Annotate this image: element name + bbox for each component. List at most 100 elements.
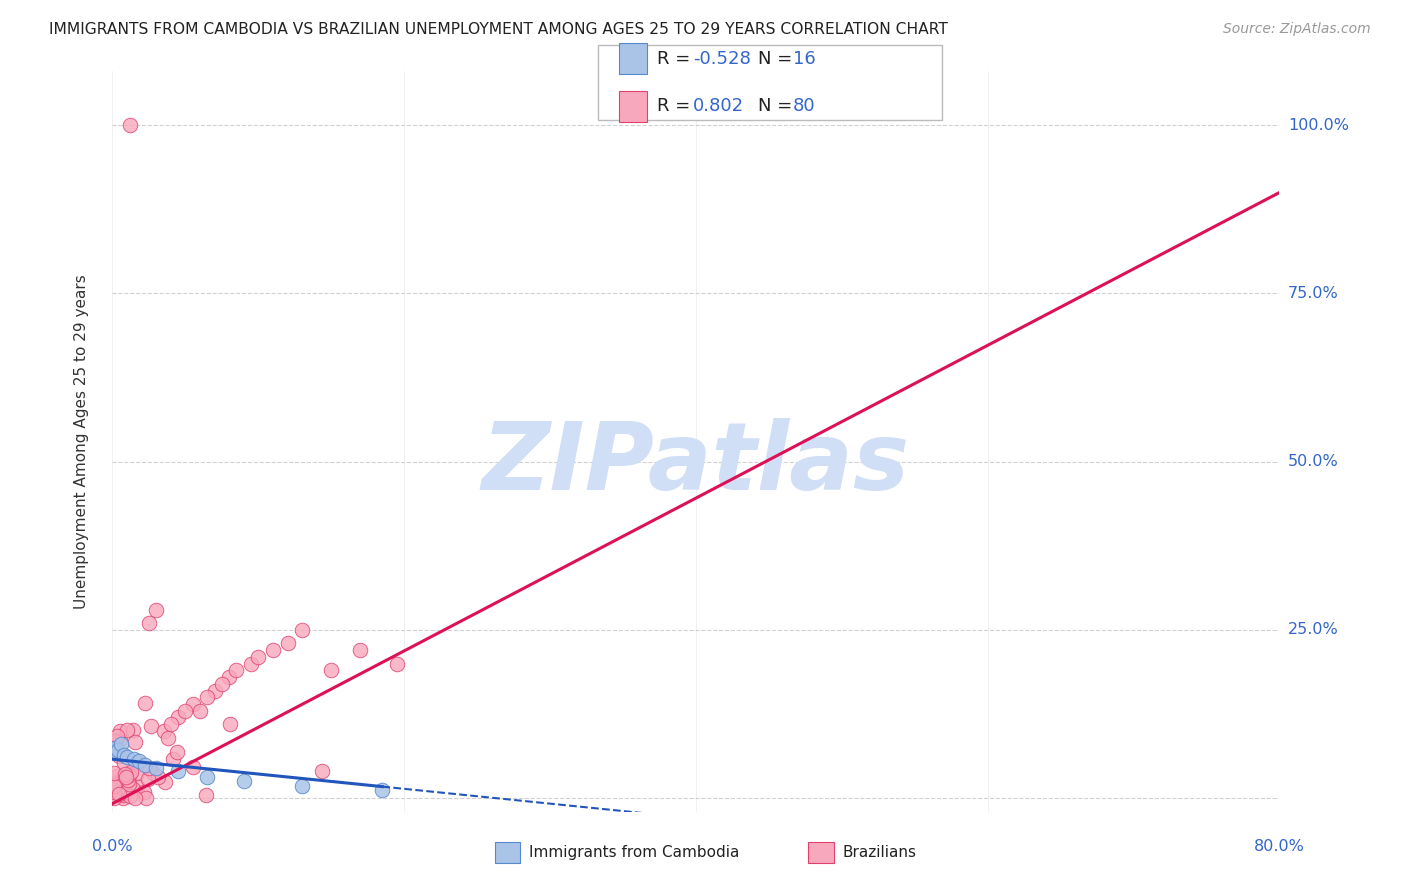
- Text: 80.0%: 80.0%: [1254, 839, 1305, 855]
- Text: N =: N =: [758, 97, 797, 115]
- Point: [124, 790, 146, 805]
- Text: R =: R =: [657, 50, 696, 68]
- Point: [104, 776, 127, 790]
- Point: [138, 616, 160, 631]
- Point: [181, 697, 204, 711]
- Point: [167, 710, 190, 724]
- Point: [105, 729, 128, 743]
- Point: [127, 755, 149, 769]
- Point: [112, 756, 135, 771]
- Point: [139, 719, 162, 733]
- Point: [162, 751, 184, 765]
- Point: [124, 735, 146, 749]
- Text: 16: 16: [793, 50, 815, 68]
- Point: [195, 690, 218, 705]
- Point: [211, 677, 233, 691]
- Point: [128, 754, 150, 768]
- Point: [103, 779, 125, 793]
- Point: [111, 772, 134, 786]
- Point: [167, 764, 190, 779]
- Point: [117, 772, 139, 787]
- Point: [127, 766, 149, 780]
- Point: [311, 764, 333, 778]
- Point: [219, 717, 242, 731]
- Text: -0.528: -0.528: [693, 50, 751, 68]
- Point: [247, 649, 270, 664]
- Point: [122, 723, 145, 737]
- Point: [120, 765, 142, 780]
- Point: [136, 772, 159, 786]
- Point: [134, 696, 156, 710]
- Point: [103, 775, 125, 789]
- Point: [152, 723, 174, 738]
- Point: [107, 749, 129, 764]
- Point: [103, 790, 125, 805]
- Point: [142, 766, 165, 780]
- Text: R =: R =: [657, 97, 696, 115]
- Point: [103, 765, 125, 780]
- Text: N =: N =: [758, 50, 797, 68]
- Point: [204, 683, 226, 698]
- Text: 50.0%: 50.0%: [1288, 454, 1339, 469]
- Point: [188, 704, 211, 718]
- Point: [160, 717, 183, 731]
- Point: [114, 766, 136, 780]
- Point: [195, 770, 218, 784]
- Point: [118, 768, 141, 782]
- Point: [145, 761, 167, 775]
- Point: [145, 603, 167, 617]
- Text: 25.0%: 25.0%: [1288, 623, 1339, 638]
- Point: [107, 743, 129, 757]
- Point: [291, 779, 314, 793]
- Point: [134, 757, 156, 772]
- Point: [103, 744, 125, 758]
- Point: [166, 745, 188, 759]
- Point: [174, 704, 197, 718]
- Text: 100.0%: 100.0%: [1288, 118, 1348, 133]
- Point: [105, 781, 128, 796]
- Point: [104, 734, 127, 748]
- Point: [194, 788, 217, 802]
- Point: [103, 785, 125, 799]
- Point: [156, 731, 179, 745]
- Text: Brazilians: Brazilians: [842, 846, 917, 860]
- Y-axis label: Unemployment Among Ages 25 to 29 years: Unemployment Among Ages 25 to 29 years: [75, 274, 89, 609]
- Point: [115, 749, 138, 764]
- Text: IMMIGRANTS FROM CAMBODIA VS BRAZILIAN UNEMPLOYMENT AMONG AGES 25 TO 29 YEARS COR: IMMIGRANTS FROM CAMBODIA VS BRAZILIAN UN…: [49, 22, 948, 37]
- Point: [276, 636, 298, 650]
- Point: [111, 776, 134, 790]
- Point: [108, 723, 131, 738]
- Point: [124, 752, 146, 766]
- Point: [112, 780, 135, 795]
- Point: [225, 664, 247, 678]
- Point: [132, 785, 155, 799]
- Point: [112, 789, 135, 803]
- Point: [371, 783, 394, 797]
- Point: [240, 657, 263, 671]
- Point: [111, 790, 134, 805]
- Text: Source: ZipAtlas.com: Source: ZipAtlas.com: [1223, 22, 1371, 37]
- Point: [181, 760, 204, 774]
- Point: [118, 789, 141, 804]
- Point: [105, 774, 128, 789]
- Point: [105, 746, 128, 760]
- Point: [103, 788, 125, 802]
- Point: [104, 740, 127, 755]
- Text: 75.0%: 75.0%: [1288, 286, 1339, 301]
- Point: [321, 664, 343, 678]
- Point: [262, 643, 284, 657]
- Text: Immigrants from Cambodia: Immigrants from Cambodia: [529, 846, 740, 860]
- Point: [110, 738, 132, 752]
- Point: [138, 761, 160, 775]
- Point: [155, 775, 177, 789]
- Point: [108, 732, 131, 747]
- Text: 0.802: 0.802: [693, 97, 744, 115]
- Text: ZIPatlas: ZIPatlas: [482, 417, 910, 509]
- Point: [291, 623, 314, 637]
- Point: [117, 784, 139, 798]
- Point: [112, 747, 135, 762]
- Point: [107, 784, 129, 798]
- Point: [134, 790, 156, 805]
- Point: [218, 670, 240, 684]
- Point: [118, 118, 141, 132]
